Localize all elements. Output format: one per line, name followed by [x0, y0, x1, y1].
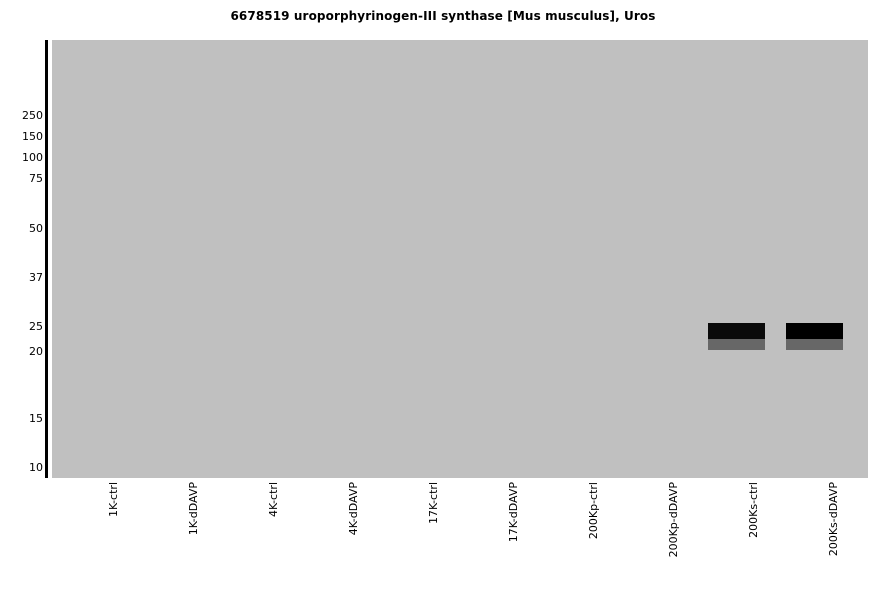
- y-tick-label: 37: [29, 271, 43, 284]
- band-core: [786, 323, 843, 339]
- y-tick-label: 15: [29, 412, 43, 425]
- y-tick-label: 75: [29, 172, 43, 185]
- x-tick-label: 200Ks-ctrl: [747, 482, 760, 538]
- gel-plot-area: [52, 40, 868, 478]
- y-tick-label: 100: [22, 151, 43, 164]
- y-axis-spine: [45, 40, 48, 478]
- y-axis-tick-labels: 250 150 100 75 50 37 25 20 15 10: [0, 0, 43, 595]
- y-tick-label: 250: [22, 109, 43, 122]
- band-core: [708, 323, 765, 339]
- band-200Ks-ctrl: [708, 323, 765, 350]
- y-tick-label: 25: [29, 320, 43, 333]
- y-tick-label: 150: [22, 130, 43, 143]
- band-200Ks-dDAVP: [786, 323, 843, 350]
- y-tick-label: 20: [29, 345, 43, 358]
- band-shadow: [708, 339, 765, 350]
- x-tick-label: 4K-dDAVP: [347, 482, 360, 536]
- x-tick-label: 17K-dDAVP: [507, 482, 520, 543]
- x-tick-label: 4K-ctrl: [267, 482, 280, 517]
- x-tick-label: 200Ks-dDAVP: [827, 482, 840, 557]
- band-shadow: [786, 339, 843, 350]
- x-tick-label: 200Kp-ctrl: [587, 482, 600, 540]
- x-tick-label: 1K-ctrl: [107, 482, 120, 517]
- y-tick-label: 10: [29, 461, 43, 474]
- x-tick-label: 1K-dDAVP: [187, 482, 200, 536]
- x-tick-label: 200Kp-dDAVP: [667, 482, 680, 558]
- y-tick-label: 50: [29, 222, 43, 235]
- x-tick-label: 17K-ctrl: [427, 482, 440, 524]
- page-title: 6678519 uroporphyrinogen-III synthase [M…: [230, 9, 656, 23]
